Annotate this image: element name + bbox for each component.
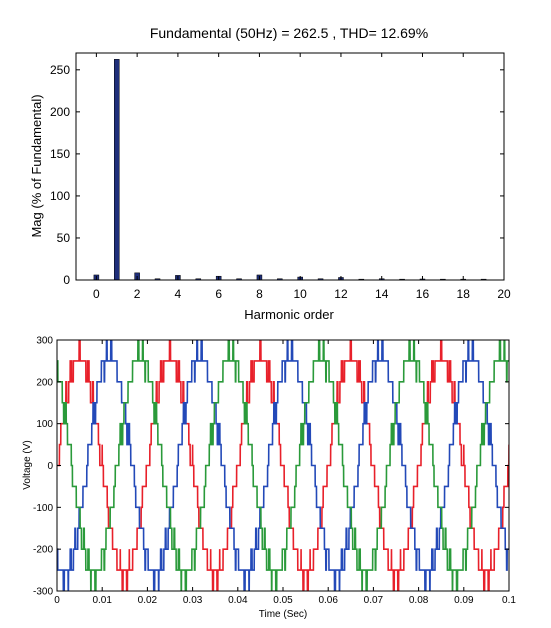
voltage-waveforms — [57, 340, 509, 591]
x-tick-label: 0.07 — [364, 595, 384, 606]
x-tick-label: 0.08 — [409, 595, 429, 606]
y-tick-label: 250 — [50, 63, 70, 77]
y-tick-label: 150 — [50, 147, 70, 161]
y-tick-label: 100 — [36, 419, 53, 430]
y-tick-label: -100 — [33, 503, 53, 514]
x-tick-label: 2 — [134, 287, 141, 301]
y-tick-label: 0 — [63, 273, 70, 287]
voltage-waveform-chart: 0 0.01 0.02 0.03 0.04 0.05 0.06 0.07 0.08 0.09 0.1… — [22, 336, 516, 621]
x-tick-label: 0.01 — [92, 595, 112, 606]
y-tick-label: -300 — [33, 587, 53, 598]
x-tick-label: 0.05 — [273, 595, 293, 606]
spectrum-bars — [93, 59, 487, 281]
y-tick-label: 50 — [57, 231, 71, 245]
x-tick-label: 0 — [54, 595, 60, 606]
spectrum-x-axis-label: Harmonic order — [244, 307, 334, 322]
y-tick-label: 0 — [47, 461, 53, 472]
voltage-x-axis-label: Time (Sec) — [259, 609, 308, 620]
y-tick-label: 200 — [36, 377, 53, 388]
y-tick-label: 300 — [36, 336, 53, 347]
x-tick-label: 18 — [457, 287, 471, 301]
phase-voltage-line — [57, 340, 509, 591]
phase-voltage-line — [57, 340, 509, 591]
harmonic-spectrum-chart: Fundamental (50Hz) = 262.5 , THD= 12.69%… — [29, 25, 511, 322]
x-tick-label: 0.04 — [228, 595, 248, 606]
harmonic-bar — [114, 59, 120, 281]
x-tick-label: 0.06 — [318, 595, 338, 606]
x-tick-label: 0.03 — [183, 595, 203, 606]
x-tick-label: 4 — [175, 287, 182, 301]
y-tick-label: 100 — [50, 189, 70, 203]
y-tick-label: -200 — [33, 545, 53, 556]
x-tick-label: 0 — [93, 287, 100, 301]
voltage-axes: 0 0.01 0.02 0.03 0.04 0.05 0.06 0.07 0.08 0.09 0.1… — [33, 336, 516, 607]
voltage-y-axis-label: Voltage (V) — [22, 440, 33, 489]
spectrum-y-axis-label: Mag (% of Fundamental) — [29, 94, 44, 237]
x-tick-label: 0.02 — [138, 595, 158, 606]
y-tick-label: 200 — [50, 105, 70, 119]
spectrum-plot-frame — [75, 52, 505, 281]
x-tick-label: 0.09 — [454, 595, 474, 606]
phase-voltage-line — [57, 340, 509, 591]
x-tick-label: 16 — [416, 287, 430, 301]
x-tick-label: 8 — [256, 287, 263, 301]
x-tick-label: 14 — [375, 287, 389, 301]
x-tick-label: 12 — [334, 287, 348, 301]
x-tick-label: 10 — [294, 287, 308, 301]
x-tick-label: 6 — [215, 287, 222, 301]
spectrum-title: Fundamental (50Hz) = 262.5 , THD= 12.69% — [150, 25, 428, 41]
x-tick-label: 20 — [497, 287, 511, 301]
x-tick-label: 0.1 — [502, 595, 516, 606]
